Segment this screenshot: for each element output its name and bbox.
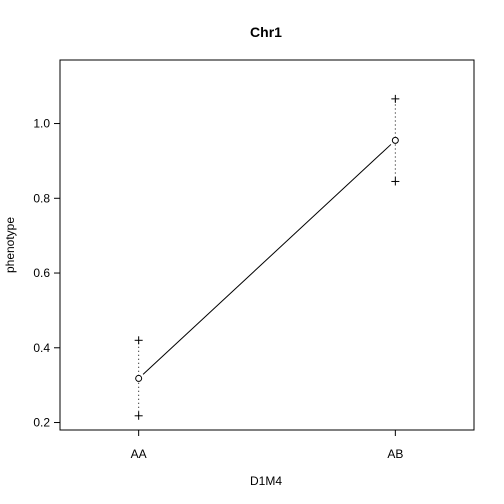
x-tick-label: AB	[387, 447, 403, 461]
y-tick-label: 0.6	[33, 266, 50, 280]
y-tick-label: 0.8	[33, 191, 50, 205]
y-tick-label: 0.2	[33, 416, 50, 430]
upper-marker	[391, 94, 400, 103]
lower-marker	[391, 177, 400, 186]
x-axis-label: D1M4	[250, 474, 282, 488]
y-tick-label: 0.4	[33, 341, 50, 355]
upper-marker	[134, 336, 143, 345]
mean-point	[135, 374, 143, 382]
lower-marker	[134, 411, 143, 420]
x-tick-label: AA	[131, 447, 147, 461]
plot-frame	[59, 59, 475, 431]
y-tick-label: 1.0	[33, 117, 50, 131]
y-axis: 0.2 0.4 0.6 0.8 1.0	[33, 117, 61, 430]
plot-marks	[134, 94, 400, 420]
mean-point	[391, 136, 399, 144]
mean-line	[142, 144, 392, 375]
chart-title: Chr1	[250, 24, 282, 40]
x-axis: AA AB	[131, 429, 403, 461]
y-axis-label: phenotype	[3, 217, 17, 273]
